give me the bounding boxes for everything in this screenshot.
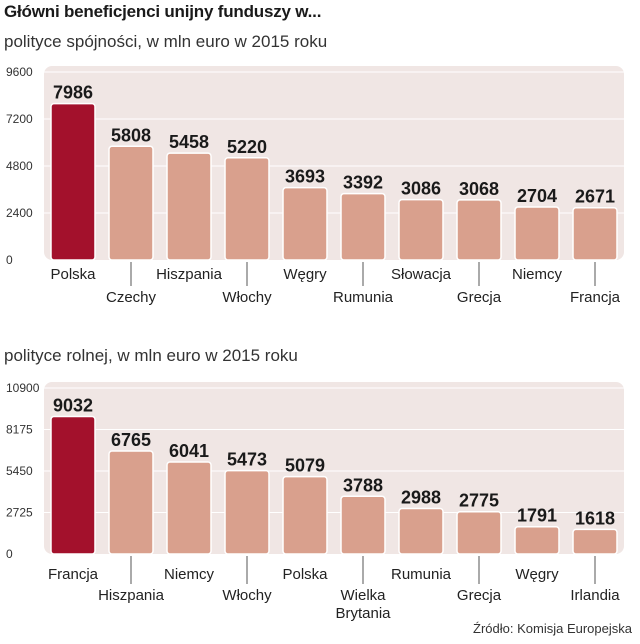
data-label: 1618 [575, 508, 615, 528]
data-label: 5473 [227, 450, 267, 470]
category-label: Polska [282, 566, 328, 583]
bar-francja [572, 206, 618, 261]
bar-słowacja [398, 198, 444, 261]
y-tick-label: 2400 [6, 206, 33, 220]
data-label: 6765 [111, 430, 151, 450]
y-tick-label: 0 [6, 253, 13, 267]
bar-wielka-brytania [340, 495, 386, 555]
data-label: 3068 [459, 179, 499, 199]
bar-francja [50, 415, 96, 555]
category-label: Niemcy [164, 566, 215, 583]
bar-grecja [456, 199, 502, 261]
y-tick-label: 0 [6, 547, 13, 561]
category-label: Rumunia [391, 566, 452, 583]
data-label: 2988 [401, 487, 441, 507]
bar-niemcy [514, 206, 560, 261]
bar-węgry [282, 186, 328, 261]
data-label: 5220 [227, 137, 267, 157]
y-tick-label: 2725 [6, 506, 33, 520]
category-label: Niemcy [512, 266, 563, 283]
category-label: Hiszpania [156, 266, 223, 283]
chart-2-subtitle: polityce rolnej, w mln euro w 2015 roku [4, 346, 298, 365]
category-label: Włochy [222, 587, 272, 604]
bar-niemcy [166, 461, 212, 555]
bar-polska [50, 102, 96, 261]
category-label: Francja [570, 289, 621, 306]
data-label: 5079 [285, 456, 325, 476]
bar-włochy [224, 469, 270, 555]
data-label: 2671 [575, 187, 615, 207]
data-label: 5458 [169, 132, 209, 152]
data-label: 9032 [53, 395, 93, 415]
category-label: Polska [50, 266, 96, 283]
y-tick-label: 9600 [6, 65, 33, 79]
cohesion-policy-bar-chart: 0 2400 4800 7200 9600 7986 Polska 5808 Czechy 545… [6, 65, 624, 306]
bar-polska [282, 475, 328, 555]
bar-czechy [108, 145, 154, 261]
data-label: 7986 [53, 83, 93, 103]
bar-hiszpania [108, 450, 154, 555]
data-label: 3392 [343, 173, 383, 193]
data-label: 1791 [517, 506, 557, 526]
data-label: 3086 [401, 179, 441, 199]
bar-włochy [224, 157, 270, 261]
category-label: Węgry [515, 566, 559, 583]
category-label: Słowacja [391, 266, 452, 283]
bar-irlandia [572, 528, 618, 555]
category-label: Wielka Brytania [335, 587, 391, 622]
agricultural-policy-bar-chart: 0 2725 5450 8175 10900 9032 Francja 6765 Hiszpan… [6, 381, 624, 622]
bar-rumunia [398, 507, 444, 555]
category-label: Grecja [457, 587, 502, 604]
category-label: Włochy [222, 289, 272, 306]
y-tick-label: 10900 [6, 381, 40, 395]
data-label: 3693 [285, 167, 325, 187]
data-label: 2775 [459, 491, 499, 511]
y-tick-label: 7200 [6, 112, 33, 126]
y-tick-label: 8175 [6, 423, 33, 437]
y-tick-label: 5450 [6, 464, 33, 478]
chart-1-subtitle: polityce spójności, w mln euro w 2015 ro… [4, 32, 328, 51]
chart-title: Główni beneficjenci unijny funduszy w... [4, 2, 322, 21]
category-label: Irlandia [570, 587, 620, 604]
data-label: 2704 [517, 186, 557, 206]
category-label: Węgry [283, 266, 327, 283]
bar-hiszpania [166, 152, 212, 261]
category-label: Grecja [457, 289, 502, 306]
data-label: 5808 [111, 125, 151, 145]
category-label: Francja [48, 566, 99, 583]
category-label: Rumunia [333, 289, 394, 306]
category-label: Czechy [106, 289, 157, 306]
bar-węgry [514, 525, 560, 555]
bar-grecja [456, 510, 502, 555]
source-note: Źródło: Komisja Europejska [473, 621, 632, 636]
data-label: 3788 [343, 475, 383, 495]
category-label: Hiszpania [98, 587, 165, 604]
bar-rumunia [340, 192, 386, 261]
y-tick-label: 4800 [6, 159, 33, 173]
data-label: 6041 [169, 441, 209, 461]
